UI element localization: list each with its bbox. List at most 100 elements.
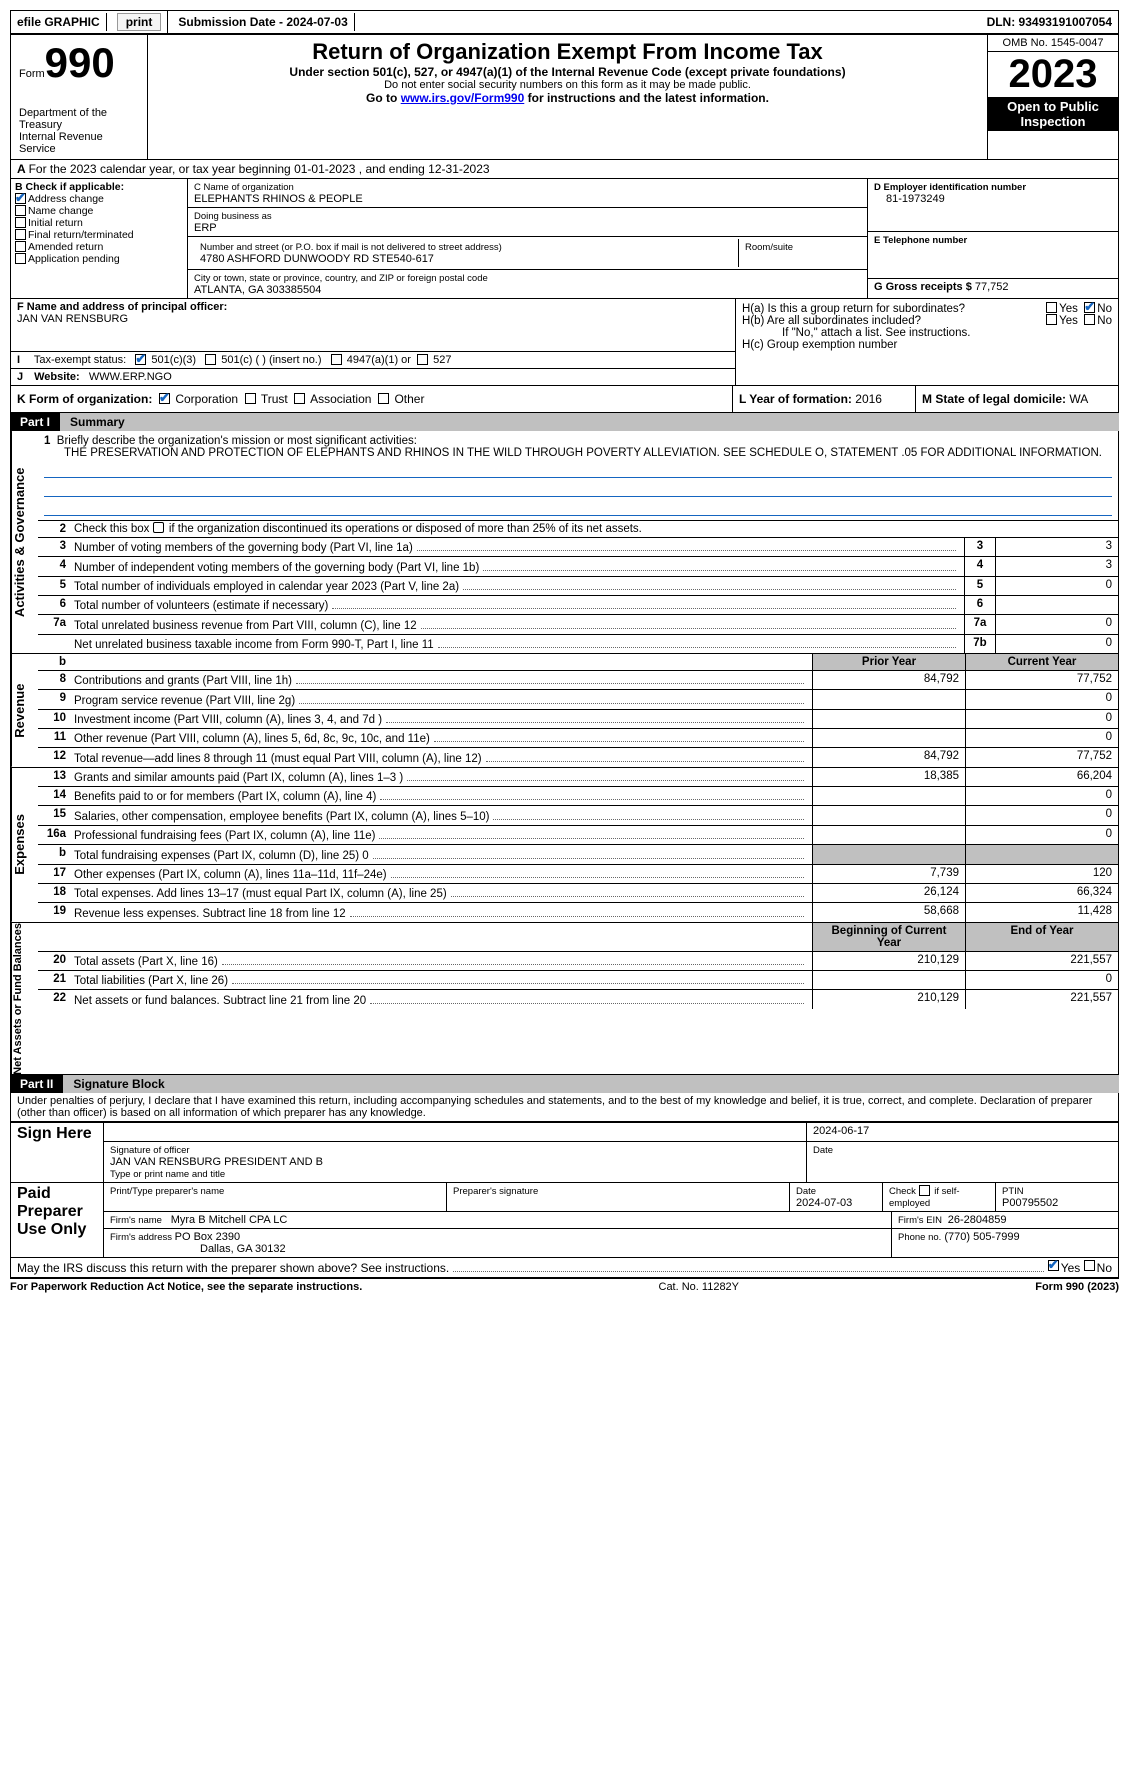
form-sub3: Go to www.irs.gov/Form990 for instructio…	[156, 91, 979, 105]
cb-final-return[interactable]	[15, 229, 26, 240]
klm-block: K Form of organization: Corporation Trus…	[10, 386, 1119, 413]
summary-row: 10Investment income (Part VIII, column (…	[38, 710, 1118, 729]
cb-hb-yes[interactable]	[1046, 314, 1057, 325]
cb-discontinued[interactable]	[153, 522, 164, 533]
k-label: K Form of organization:	[17, 392, 152, 406]
cb-assoc[interactable]	[294, 393, 305, 404]
part1-title: Summary	[60, 413, 1119, 431]
cb-trust[interactable]	[245, 393, 256, 404]
header-grid: B Check if applicable: Address change Na…	[10, 179, 1119, 299]
mission-text: THE PRESERVATION AND PROTECTION OF ELEPH…	[44, 447, 1102, 459]
footer-mid: Cat. No. 11282Y	[659, 1281, 740, 1293]
summary-row: 16aProfessional fundraising fees (Part I…	[38, 826, 1118, 845]
ptin-label: PTIN	[1002, 1186, 1024, 1197]
phone-label: E Telephone number	[874, 235, 967, 246]
room-suite-label: Room/suite	[745, 242, 793, 253]
prep-date: 2024-07-03	[796, 1197, 852, 1209]
summary-row: 18Total expenses. Add lines 13–17 (must …	[38, 884, 1118, 903]
topbar: efile GRAPHIC print Submission Date - 20…	[10, 10, 1119, 34]
summary-row: 13Grants and similar amounts paid (Part …	[38, 768, 1118, 787]
hdr-prior: Prior Year	[812, 654, 965, 670]
tax-year: 2023	[988, 52, 1118, 97]
net-block: Net Assets or Fund Balances Beginning of…	[10, 923, 1119, 1076]
hdr-end-year: End of Year	[965, 923, 1118, 951]
prep-name-label: Print/Type preparer's name	[110, 1186, 224, 1197]
footer-right: Form 990 (2023)	[1035, 1281, 1119, 1293]
summary-row: 17Other expenses (Part IX, column (A), l…	[38, 865, 1118, 884]
gross-receipts-value: 77,752	[975, 281, 1009, 293]
gross-receipts-label: G Gross receipts $	[874, 281, 972, 293]
summary-row: 11Other revenue (Part VIII, column (A), …	[38, 729, 1118, 748]
firm-ein-label: Firm's EIN	[898, 1215, 945, 1226]
footer-left: For Paperwork Reduction Act Notice, see …	[10, 1281, 362, 1293]
cb-hb-no[interactable]	[1084, 314, 1095, 325]
summary-row: 14Benefits paid to or for members (Part …	[38, 787, 1118, 806]
org-street: 4780 ASHFORD DUNWOODY RD STE540-617	[200, 253, 434, 265]
summary-row: 19Revenue less expenses. Subtract line 1…	[38, 903, 1118, 921]
hb-note: If "No," attach a list. See instructions…	[742, 327, 1112, 339]
exp-block: Expenses 13Grants and similar amounts pa…	[10, 768, 1119, 923]
summary-row: Net unrelated business taxable income fr…	[38, 635, 1118, 653]
side-exp: Expenses	[11, 768, 38, 922]
firm-name: Myra B Mitchell CPA LC	[171, 1214, 288, 1226]
sig-table: Sign Here 2024-06-17 Signature of office…	[10, 1122, 1119, 1258]
sig-date-label: Date	[813, 1145, 833, 1156]
side-ag: Activities & Governance	[11, 431, 38, 653]
sign-date: 2024-06-17	[807, 1123, 1119, 1142]
hc-row: H(c) Group exemption number	[742, 339, 1112, 351]
c-dba-label: Doing business as	[194, 211, 272, 222]
ein-value: 81-1973249	[874, 193, 945, 205]
dept-irs: Internal Revenue Service	[19, 131, 139, 155]
summary-row: 4Number of independent voting members of…	[38, 557, 1118, 576]
form-title: Return of Organization Exempt From Incom…	[156, 39, 979, 65]
cb-address-change[interactable]	[15, 193, 26, 204]
summary-row: 15Salaries, other compensation, employee…	[38, 806, 1118, 825]
b-label: B Check if applicable:	[15, 181, 183, 193]
ein-label: D Employer identification number	[874, 182, 1026, 193]
website-label: Website:	[34, 371, 83, 383]
part1-bar: Part I Summary	[10, 413, 1119, 431]
org-name: ELEPHANTS RHINOS & PEOPLE	[194, 193, 363, 205]
sign-here-label: Sign Here	[11, 1123, 104, 1183]
dln: DLN: 93493191007054	[981, 13, 1118, 31]
submission-date: Submission Date - 2024-07-03	[172, 13, 354, 31]
firm-addr2: Dallas, GA 30132	[110, 1243, 286, 1255]
mission-label: Briefly describe the organization's miss…	[57, 435, 417, 447]
cb-501c[interactable]	[205, 354, 216, 365]
part2-bar: Part II Signature Block	[10, 1075, 1119, 1093]
discuss-row: May the IRS discuss this return with the…	[10, 1258, 1119, 1278]
summary-row: 5Total number of individuals employed in…	[38, 577, 1118, 596]
cb-discuss-yes[interactable]	[1048, 1260, 1059, 1271]
cb-self-employed[interactable]	[919, 1185, 930, 1196]
firm-ein: 26-2804859	[948, 1214, 1007, 1226]
phone-l: Phone no.	[898, 1232, 941, 1243]
discuss-text: May the IRS discuss this return with the…	[17, 1261, 449, 1275]
summary-row: 3Number of voting members of the governi…	[38, 538, 1118, 557]
cb-527[interactable]	[417, 354, 428, 365]
irs-link[interactable]: www.irs.gov/Form990	[401, 91, 525, 105]
sig-officer-label: Signature of officer	[110, 1145, 190, 1156]
line-a: A For the 2023 calendar year, or tax yea…	[10, 160, 1119, 179]
cb-501c3[interactable]	[135, 354, 146, 365]
cb-amended-return[interactable]	[15, 241, 26, 252]
cb-ha-yes[interactable]	[1046, 302, 1057, 313]
cb-ha-no[interactable]	[1084, 302, 1095, 313]
print-button[interactable]: print	[117, 13, 162, 31]
cb-app-pending[interactable]	[15, 253, 26, 264]
part1-pill: Part I	[10, 413, 60, 431]
cb-4947[interactable]	[331, 354, 342, 365]
hb-row: H(b) Are all subordinates included? Yes …	[742, 315, 1112, 327]
summary-row: 21Total liabilities (Part X, line 26)0	[38, 971, 1118, 990]
hdr-curr: Current Year	[965, 654, 1118, 670]
form-sub1: Under section 501(c), 527, or 4947(a)(1)…	[156, 65, 979, 79]
cb-initial-return[interactable]	[15, 217, 26, 228]
ptin-value: P00795502	[1002, 1197, 1058, 1209]
officer-name: JAN VAN RENSBURG	[17, 313, 128, 325]
cb-name-change[interactable]	[15, 205, 26, 216]
omb-no: OMB No. 1545-0047	[988, 35, 1118, 52]
cb-corp[interactable]	[159, 393, 170, 404]
cb-other[interactable]	[378, 393, 389, 404]
l-label: L Year of formation:	[739, 392, 852, 406]
cb-discuss-no[interactable]	[1084, 1260, 1095, 1271]
org-dba: ERP	[194, 222, 217, 234]
